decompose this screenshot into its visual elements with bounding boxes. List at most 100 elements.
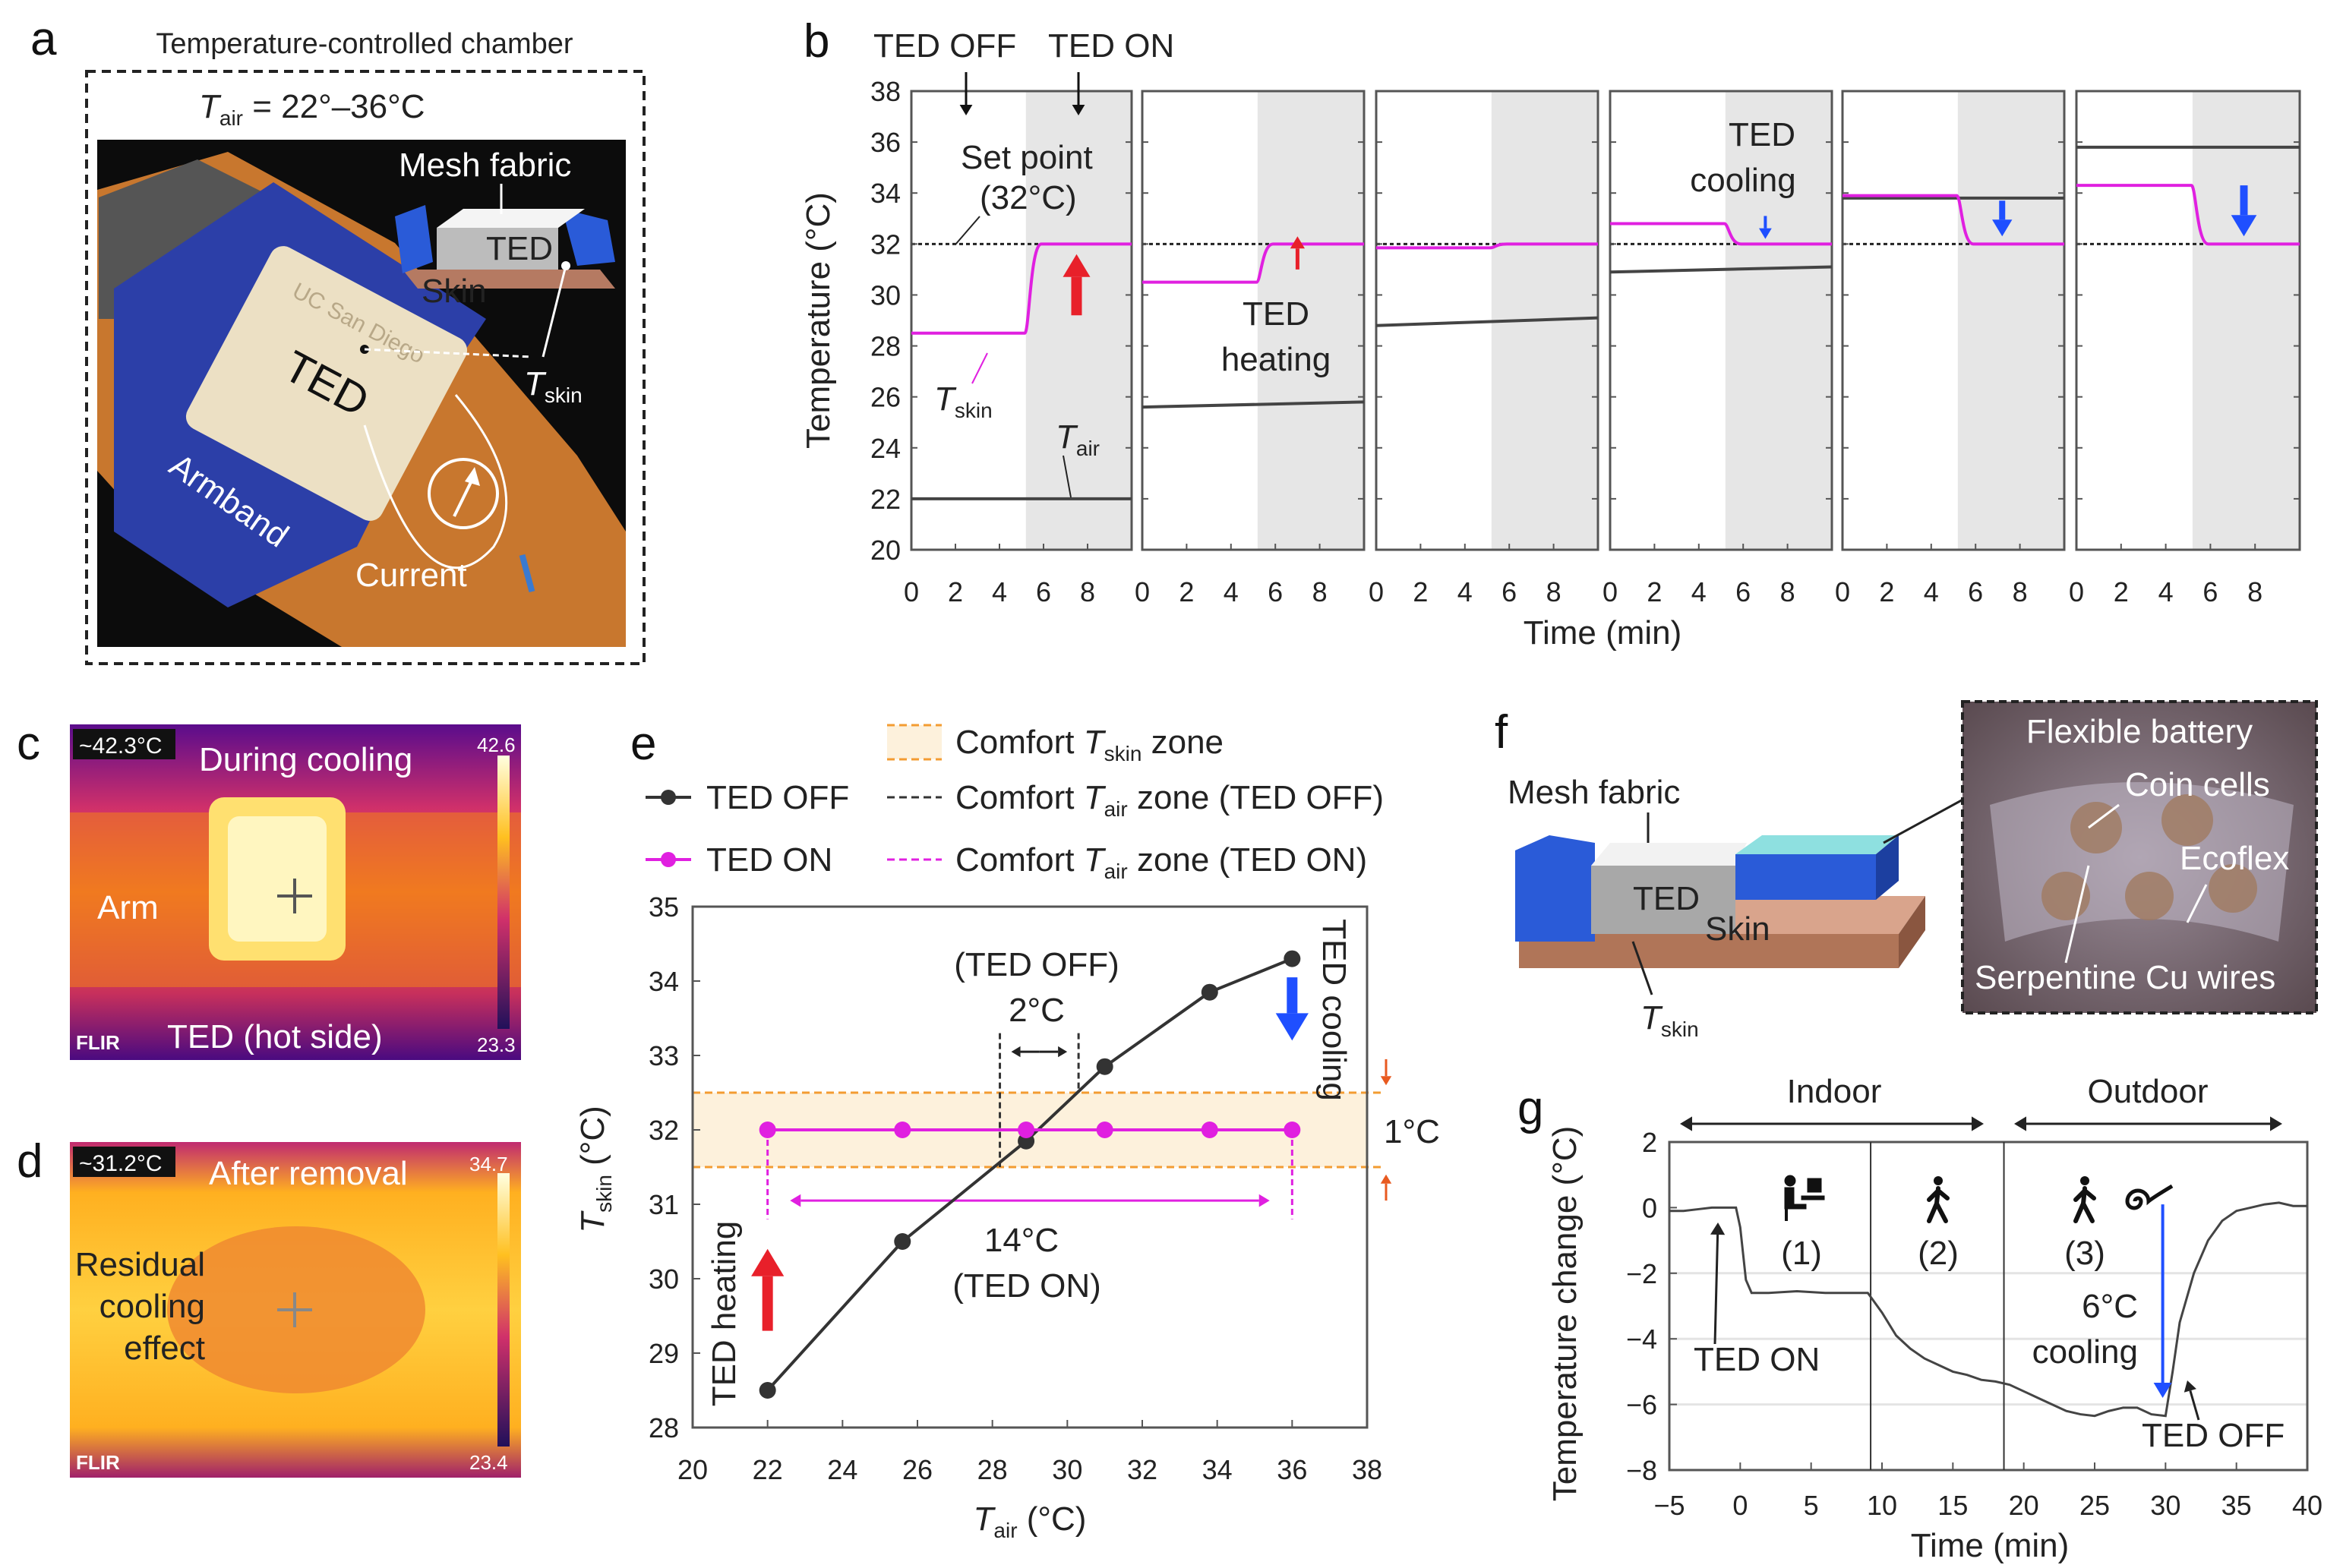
cooling-arrow-g bbox=[2153, 1204, 2172, 1398]
ted-on-arrow bbox=[1072, 72, 1085, 115]
x-tick-label: 20 bbox=[2009, 1490, 2039, 1521]
ted-on-point bbox=[1284, 1122, 1301, 1138]
x-tick-label: 2 bbox=[1647, 576, 1662, 607]
x-axis-title-g: Time (min) bbox=[1911, 1527, 2070, 1564]
flexible-battery-label: Flexible battery bbox=[2026, 713, 2253, 750]
legend-ted-on: TED ON bbox=[706, 841, 832, 879]
x-tick-label: 38 bbox=[1352, 1454, 1382, 1485]
ted-on-pointer bbox=[1710, 1223, 1726, 1345]
flir-logo: FLIR bbox=[76, 1451, 120, 1474]
y-tick-label: 2 bbox=[1642, 1127, 1657, 1158]
crosshair-icon bbox=[277, 1292, 312, 1327]
legend-comfort-air-off: Comfort Tair zone (TED OFF) bbox=[955, 779, 1384, 821]
two-degree-label: 2°C bbox=[1009, 992, 1065, 1029]
ted-cooling-label-1: TED bbox=[1729, 116, 1795, 153]
ted-off-point bbox=[1284, 950, 1301, 967]
cooling-arrow bbox=[1992, 200, 2013, 237]
x-tick-label: 15 bbox=[1937, 1490, 1968, 1521]
zone-on-arrow-left bbox=[790, 1194, 1030, 1207]
arrow-head bbox=[1011, 1046, 1021, 1058]
x-tick-label: 4 bbox=[1224, 576, 1239, 607]
x-tick-label: −5 bbox=[1653, 1490, 1685, 1521]
leg bbox=[1934, 1201, 1948, 1223]
tskin-line bbox=[1376, 242, 1598, 250]
residual-label-3: effect bbox=[124, 1330, 205, 1367]
y-tick-label: −2 bbox=[1626, 1258, 1657, 1289]
indoor-arrow-left bbox=[1680, 1116, 1830, 1131]
y-tick-label: 31 bbox=[649, 1189, 679, 1220]
ted-off-point bbox=[759, 1382, 776, 1399]
ted-cooling-arrow bbox=[1275, 977, 1309, 1041]
arm-label: Arm bbox=[97, 889, 159, 926]
cooling-arrow bbox=[2231, 185, 2257, 237]
x-tick-label: 24 bbox=[827, 1454, 857, 1485]
arrow-head bbox=[2014, 1116, 2026, 1131]
y-axis-title-b: Temperature (°C) bbox=[800, 192, 837, 449]
phase-1-label: (1) bbox=[1781, 1235, 1822, 1272]
y-tick-label: 32 bbox=[649, 1115, 679, 1146]
ted-off-pointer bbox=[2184, 1380, 2200, 1421]
tair-range-label: Tair = 22°–36°C bbox=[199, 88, 425, 130]
ted-on-shading bbox=[1257, 91, 1364, 550]
y-tick-label: 36 bbox=[870, 127, 901, 158]
wearable-diagram: Mesh fabric TED Skin Tskin bbox=[1508, 774, 1968, 1041]
inset-ted-label: TED bbox=[486, 230, 553, 267]
serpentine-label: Serpentine Cu wires bbox=[1975, 959, 2275, 996]
x-tick-label: 6 bbox=[1501, 576, 1517, 607]
plot-frame bbox=[1841, 90, 2066, 551]
arrow-head bbox=[2270, 1116, 2282, 1131]
tair-line bbox=[1375, 316, 1599, 327]
plot-frame bbox=[691, 905, 1369, 1429]
x-tick-label: 26 bbox=[902, 1454, 933, 1485]
x-tick-label: 40 bbox=[2292, 1490, 2322, 1521]
x-tick-label: 32 bbox=[1127, 1454, 1157, 1485]
x-tick-label: 8 bbox=[2013, 576, 2028, 607]
arrow-head bbox=[1380, 1076, 1392, 1086]
scale-max-d: 34.7 bbox=[469, 1153, 508, 1175]
y-tick-label: 20 bbox=[870, 535, 901, 566]
tskin-leader bbox=[971, 352, 988, 384]
y-tick-label: 38 bbox=[870, 76, 901, 107]
x-tick-label: 28 bbox=[977, 1454, 1008, 1485]
spot-temp-badge-c: ~42.3°C bbox=[79, 734, 163, 759]
y-tick-label: 33 bbox=[649, 1040, 679, 1071]
colorbar-d bbox=[497, 1173, 510, 1447]
y-axis-title-g: Temperature change (°C) bbox=[1546, 1126, 1584, 1501]
arrow-shaft bbox=[1713, 1234, 1719, 1345]
x-tick-label: 6 bbox=[1735, 576, 1751, 607]
arrow-head bbox=[1380, 1174, 1392, 1184]
x-tick-label: 4 bbox=[2158, 576, 2174, 607]
x-tick-label: 0 bbox=[1835, 576, 1850, 607]
outdoor-arrow-left bbox=[2014, 1116, 2149, 1131]
ted-on-shading bbox=[1025, 91, 1132, 550]
arms bbox=[1927, 1187, 1950, 1202]
panel-g: g Indoor Outdoor Time (min) Temperature … bbox=[1517, 1073, 2322, 1564]
walking-person-icon bbox=[2073, 1176, 2096, 1223]
ted-label-f: TED bbox=[1633, 880, 1700, 917]
ted-on-shading bbox=[2192, 91, 2300, 550]
arrow-head bbox=[1992, 219, 2013, 237]
six-degree-label: 6°C bbox=[2082, 1288, 2138, 1325]
zone-arrow-up bbox=[1380, 1174, 1392, 1201]
scale-min-c: 23.3 bbox=[477, 1033, 516, 1056]
desk bbox=[1801, 1195, 1825, 1200]
arrow-head bbox=[790, 1194, 801, 1207]
skin-label-f: Skin bbox=[1705, 910, 1770, 948]
arrow-head bbox=[1710, 1223, 1726, 1235]
battery-photo: Flexible battery Coin cells Ecoflex Serp… bbox=[1961, 700, 2318, 1014]
tskin-line bbox=[2076, 184, 2300, 246]
ted-on-point bbox=[894, 1122, 911, 1138]
x-tick-label: 10 bbox=[1867, 1490, 1897, 1521]
tskin-line bbox=[911, 242, 1132, 335]
y-tick-label: −8 bbox=[1626, 1455, 1657, 1486]
tskin-label-a: Tskin bbox=[524, 365, 583, 407]
y-tick-label: 22 bbox=[870, 484, 901, 515]
tair-series-label: Tair bbox=[1056, 418, 1100, 460]
arrow-head bbox=[959, 105, 973, 115]
panel-label-f: f bbox=[1495, 706, 1508, 759]
ted-hot-side-label: TED (hot side) bbox=[167, 1018, 383, 1055]
arrow-head bbox=[1972, 1116, 1984, 1131]
